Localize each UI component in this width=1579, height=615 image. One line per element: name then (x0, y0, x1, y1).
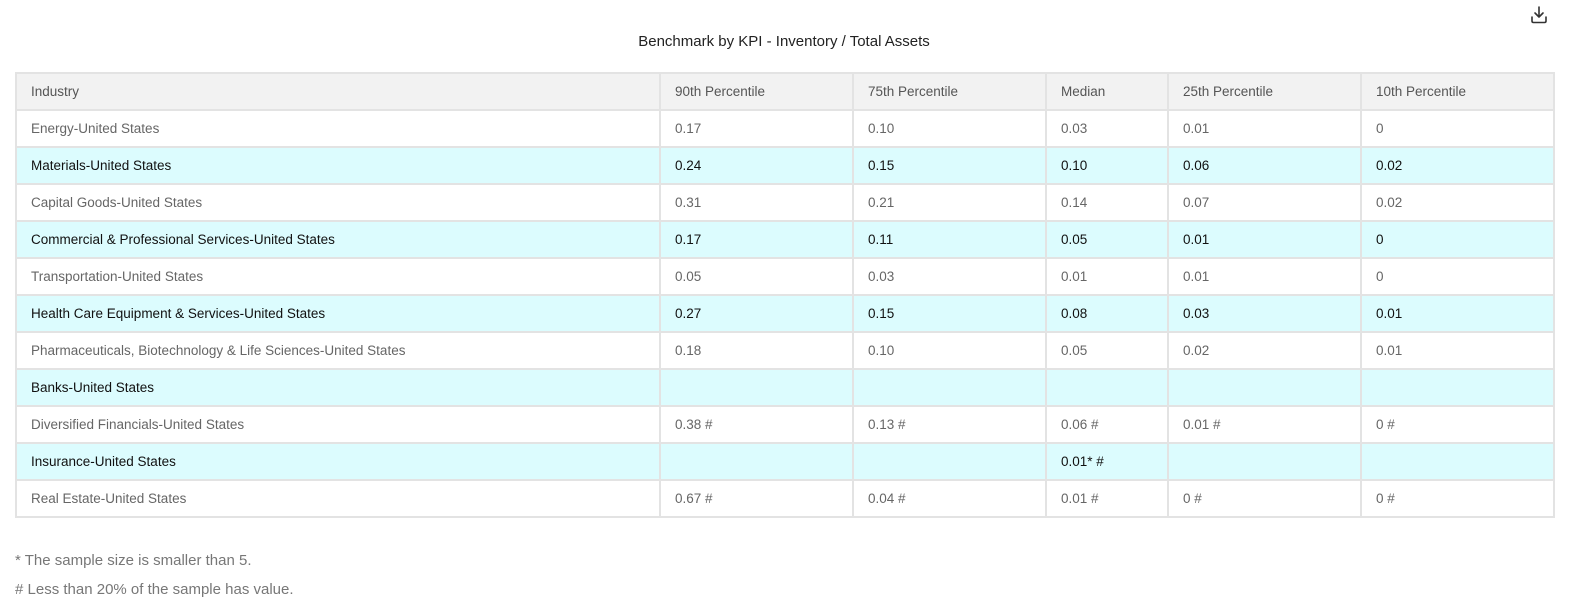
cell-25th-percentile (1167, 368, 1362, 407)
cell-industry: Energy-United States (15, 109, 661, 148)
cell-median: 0.05 (1045, 331, 1169, 370)
cell-10th-percentile: 0.02 (1360, 183, 1555, 222)
table-row[interactable]: Health Care Equipment & Services-United … (15, 294, 1555, 333)
cell-90th-percentile: 0.27 (659, 294, 854, 333)
column-header-industry[interactable]: Industry (15, 72, 661, 111)
cell-90th-percentile: 0.18 (659, 331, 854, 370)
cell-median: 0.10 (1045, 146, 1169, 185)
cell-25th-percentile: 0.01 (1167, 257, 1362, 296)
cell-10th-percentile: 0.01 (1360, 294, 1555, 333)
cell-industry: Banks-United States (15, 368, 661, 407)
table-header-row: Industry 90th Percentile 75th Percentile… (15, 72, 1555, 111)
cell-industry: Pharmaceuticals, Biotechnology & Life Sc… (15, 331, 661, 370)
cell-90th-percentile: 0.17 (659, 109, 854, 148)
chart-title: Benchmark by KPI - Inventory / Total Ass… (638, 33, 930, 50)
cell-median: 0.01 # (1045, 479, 1169, 518)
cell-90th-percentile (659, 368, 854, 407)
cell-median: 0.05 (1045, 220, 1169, 259)
cell-median: 0.06 # (1045, 405, 1169, 444)
cell-median: 0.14 (1045, 183, 1169, 222)
cell-75th-percentile: 0.15 (852, 146, 1047, 185)
cell-90th-percentile (659, 442, 854, 481)
cell-median: 0.08 (1045, 294, 1169, 333)
cell-25th-percentile: 0.01 # (1167, 405, 1362, 444)
column-header-90th-percentile[interactable]: 90th Percentile (659, 72, 854, 111)
column-header-25th-percentile[interactable]: 25th Percentile (1167, 72, 1362, 111)
cell-25th-percentile: 0.03 (1167, 294, 1362, 333)
table-row[interactable]: Materials-United States 0.24 0.15 0.10 0.06 0… (15, 146, 1555, 185)
cell-75th-percentile: 0.04 # (852, 479, 1047, 518)
cell-industry: Transportation-United States (15, 257, 661, 296)
table-row[interactable]: Commercial & Professional Services-Unite… (15, 220, 1555, 259)
cell-75th-percentile: 0.15 (852, 294, 1047, 333)
cell-25th-percentile: 0.01 (1167, 109, 1362, 148)
cell-90th-percentile: 0.38 # (659, 405, 854, 444)
cell-90th-percentile: 0.31 (659, 183, 854, 222)
cell-median: 0.01 (1045, 257, 1169, 296)
cell-10th-percentile: 0 # (1360, 479, 1555, 518)
cell-industry: Diversified Financials-United States (15, 405, 661, 444)
cell-75th-percentile (852, 368, 1047, 407)
cell-10th-percentile: 0 (1360, 109, 1555, 148)
cell-25th-percentile (1167, 442, 1362, 481)
table-row[interactable]: Energy-United States 0.17 0.10 0.03 0.01 0 (15, 109, 1555, 148)
cell-75th-percentile: 0.10 (852, 331, 1047, 370)
cell-10th-percentile (1360, 368, 1555, 407)
download-button[interactable] (1528, 4, 1550, 26)
table-row[interactable]: Banks-United States (15, 368, 1555, 407)
cell-10th-percentile: 0.02 (1360, 146, 1555, 185)
cell-10th-percentile: 0 # (1360, 405, 1555, 444)
cell-industry: Capital Goods-United States (15, 183, 661, 222)
cell-75th-percentile: 0.11 (852, 220, 1047, 259)
column-header-median[interactable]: Median (1045, 72, 1169, 111)
footnote-sample-size: * The sample size is smaller than 5. (15, 552, 252, 569)
cell-75th-percentile: 0.13 # (852, 405, 1047, 444)
cell-90th-percentile: 0.67 # (659, 479, 854, 518)
cell-75th-percentile: 0.10 (852, 109, 1047, 148)
cell-industry: Health Care Equipment & Services-United … (15, 294, 661, 333)
table-row[interactable]: Insurance-United States 0.01* # (15, 442, 1555, 481)
cell-industry: Commercial & Professional Services-Unite… (15, 220, 661, 259)
cell-median: 0.03 (1045, 109, 1169, 148)
table-row[interactable]: Transportation-United States 0.05 0.03 0.01… (15, 257, 1555, 296)
cell-median (1045, 368, 1169, 407)
benchmark-table: Industry 90th Percentile 75th Percentile… (15, 72, 1555, 518)
cell-10th-percentile (1360, 442, 1555, 481)
table-row[interactable]: Real Estate-United States 0.67 #0.04 #0.0… (15, 479, 1555, 518)
cell-industry: Insurance-United States (15, 442, 661, 481)
cell-75th-percentile (852, 442, 1047, 481)
column-header-75th-percentile[interactable]: 75th Percentile (852, 72, 1047, 111)
download-icon (1531, 6, 1547, 24)
cell-90th-percentile: 0.24 (659, 146, 854, 185)
cell-10th-percentile: 0 (1360, 220, 1555, 259)
table-row[interactable]: Diversified Financials-United States 0.38… (15, 405, 1555, 444)
cell-10th-percentile: 0 (1360, 257, 1555, 296)
cell-90th-percentile: 0.05 (659, 257, 854, 296)
cell-75th-percentile: 0.21 (852, 183, 1047, 222)
footnote-sample-coverage: # Less than 20% of the sample has value. (15, 581, 294, 598)
column-header-10th-percentile[interactable]: 10th Percentile (1360, 72, 1555, 111)
cell-25th-percentile: 0.02 (1167, 331, 1362, 370)
cell-10th-percentile: 0.01 (1360, 331, 1555, 370)
cell-25th-percentile: 0.07 (1167, 183, 1362, 222)
cell-25th-percentile: 0 # (1167, 479, 1362, 518)
cell-industry: Real Estate-United States (15, 479, 661, 518)
cell-median: 0.01* # (1045, 442, 1169, 481)
cell-90th-percentile: 0.17 (659, 220, 854, 259)
table-row[interactable]: Capital Goods-United States 0.31 0.21 0.14 0… (15, 183, 1555, 222)
cell-75th-percentile: 0.03 (852, 257, 1047, 296)
table-row[interactable]: Pharmaceuticals, Biotechnology & Life Sc… (15, 331, 1555, 370)
cell-industry: Materials-United States (15, 146, 661, 185)
cell-25th-percentile: 0.01 (1167, 220, 1362, 259)
cell-25th-percentile: 0.06 (1167, 146, 1362, 185)
